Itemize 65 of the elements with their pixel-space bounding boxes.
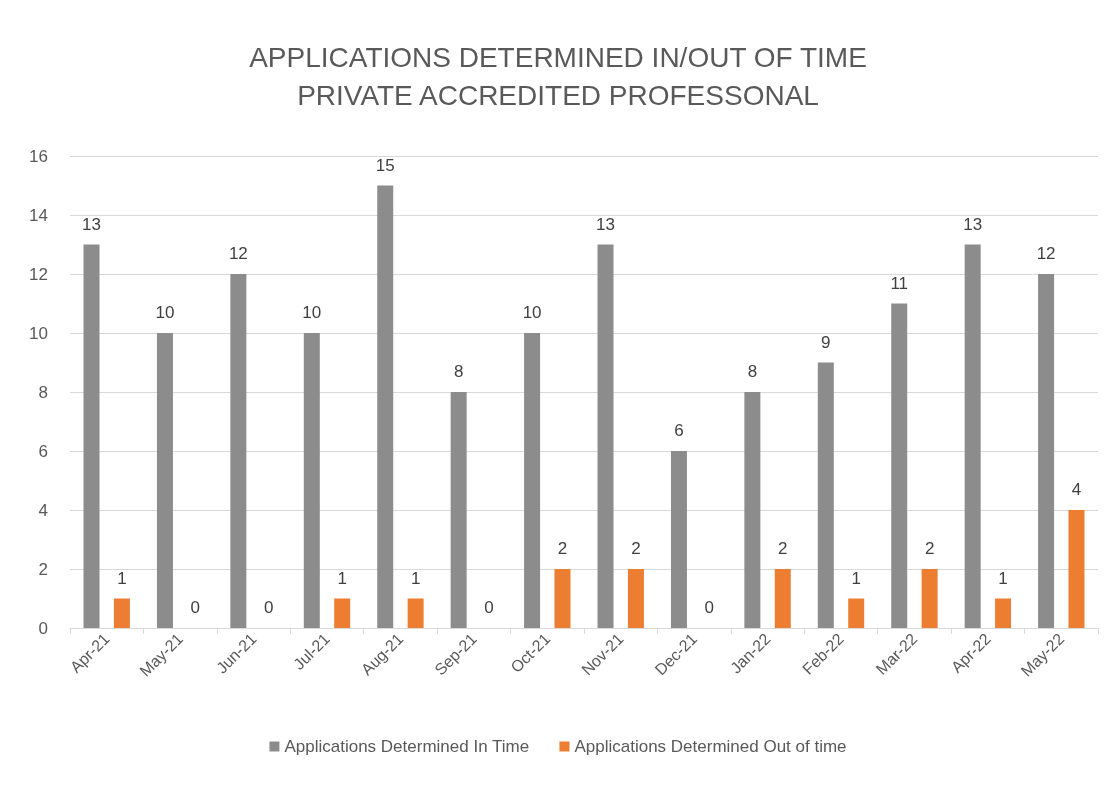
bar: [670, 451, 687, 628]
data-label: 0: [264, 598, 274, 617]
bar: [554, 569, 571, 628]
data-label: 0: [190, 598, 201, 617]
data-label: 15: [375, 155, 395, 175]
bar: [377, 185, 394, 628]
y-tick-label: 12: [29, 264, 48, 284]
data-label: 8: [453, 362, 464, 381]
bar: [407, 598, 424, 628]
y-tick-label: 6: [38, 441, 48, 461]
data-label: 0: [484, 598, 494, 617]
y-tick-label: 16: [29, 146, 48, 166]
data-label: 1: [337, 568, 347, 588]
chart-subtitle: PRIVATE ACCREDITED PROFESSONAL: [297, 79, 819, 111]
bar: [1068, 510, 1085, 628]
data-label: 12: [228, 244, 248, 263]
bar: [995, 598, 1012, 628]
data-label: 13: [82, 214, 101, 234]
data-label: 1: [410, 568, 421, 588]
data-label: 10: [302, 303, 322, 322]
y-tick-label: 8: [38, 382, 48, 402]
bar: [113, 598, 130, 628]
data-label: 1: [851, 568, 861, 588]
data-label: 4: [1071, 480, 1082, 499]
bar: [156, 333, 173, 628]
y-tick-label: 2: [38, 559, 48, 579]
data-label: 1: [998, 568, 1008, 588]
bar: [450, 392, 467, 628]
bar: [627, 569, 644, 628]
bar: [524, 333, 541, 628]
data-label: 2: [631, 539, 641, 558]
data-label: 11: [890, 273, 909, 293]
data-label: 8: [747, 362, 758, 381]
bar: [1038, 274, 1055, 628]
bar: [230, 274, 247, 628]
data-label: 9: [821, 332, 831, 352]
bar: [848, 598, 865, 628]
data-label: 2: [924, 539, 935, 558]
data-label: 13: [596, 214, 615, 234]
data-label: 2: [778, 539, 788, 558]
data-label: 0: [704, 598, 715, 617]
bar: [817, 362, 834, 628]
y-tick-label: 0: [38, 618, 48, 638]
chart-title: APPLICATIONS DETERMINED IN/OUT OF TIME: [249, 41, 867, 73]
y-tick-label: 14: [29, 205, 48, 225]
bar: [774, 569, 791, 628]
legend-label: Applications Determined Out of time: [574, 737, 847, 756]
data-label: 6: [674, 421, 684, 440]
bar: [334, 598, 351, 628]
bar: [303, 333, 320, 628]
legend-label: Applications Determined In Time: [284, 737, 530, 756]
data-label: 13: [963, 214, 983, 234]
bar: [921, 569, 938, 628]
bar: [744, 392, 761, 628]
y-tick-label: 4: [38, 500, 48, 520]
y-tick-label: 10: [29, 323, 48, 343]
bar: [964, 244, 981, 628]
data-label: 2: [557, 539, 568, 558]
data-label: 10: [522, 303, 542, 322]
bar: [83, 244, 100, 628]
data-label: 1: [117, 568, 127, 588]
bar: [891, 303, 908, 628]
bar: [597, 244, 614, 628]
data-label: 12: [1036, 244, 1056, 263]
data-label: 10: [155, 303, 175, 322]
